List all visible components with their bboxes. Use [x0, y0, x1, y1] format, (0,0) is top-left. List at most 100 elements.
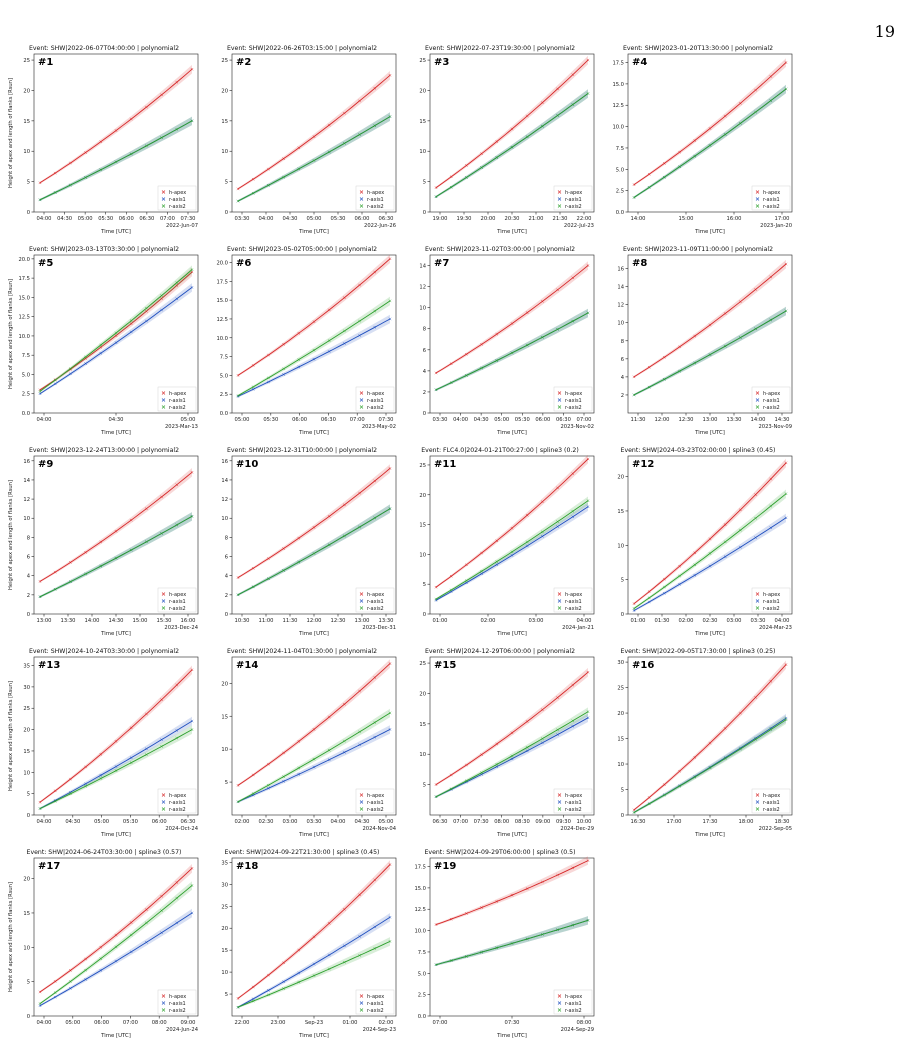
legend-entry: r-axis2	[169, 204, 186, 210]
x-tick-label: 02:00	[379, 1020, 394, 1026]
data-point	[510, 942, 514, 945]
data-point	[99, 168, 103, 172]
panel-title: Event: SHW|2023-12-31T10:00:00 | polynom…	[227, 447, 377, 454]
data-point	[525, 114, 529, 118]
legend-marker-r-axis2	[557, 204, 562, 208]
data-point	[251, 387, 255, 391]
x-tick-label: 06:30	[433, 819, 448, 825]
y-tick-label: 15	[23, 749, 30, 755]
confidence-band-r-axis2	[238, 296, 390, 397]
y-axis-label: Height of apex and length of flanks [Rsu…	[8, 279, 14, 389]
data-point	[449, 787, 453, 791]
data-point	[129, 322, 133, 326]
confidence-band-r-axis2	[238, 112, 390, 203]
data-point	[84, 151, 87, 154]
data-point	[129, 319, 133, 323]
x-tick-label: 16:00	[727, 216, 742, 222]
legend-marker-h-apex	[161, 994, 166, 998]
confidence-band-r-axis1	[634, 713, 786, 814]
data-point	[632, 607, 636, 610]
data-point	[465, 579, 468, 583]
x-tick-label: 04:00	[259, 216, 274, 222]
plot-frame	[33, 656, 199, 816]
legend-marker-r-axis2	[161, 1008, 166, 1012]
data-point	[53, 382, 57, 386]
legend-entry: r-axis1	[763, 398, 780, 404]
x-tick-label: 07:30	[505, 1020, 520, 1026]
confidence-band-r-axis1	[238, 913, 390, 1009]
x-tick-label: 12:00	[655, 417, 670, 423]
data-point	[297, 358, 301, 361]
confidence-band-r-axis1	[238, 725, 390, 803]
data-point	[38, 1002, 42, 1006]
legend-entry: r-axis1	[763, 800, 780, 806]
data-point	[343, 111, 346, 115]
data-point	[541, 534, 544, 538]
x-tick-label: 06:30	[181, 819, 196, 825]
data-point	[114, 765, 118, 768]
x-tick-label: 07:00	[453, 819, 468, 825]
data-point	[99, 773, 103, 777]
legend-marker-r-axis1	[359, 197, 364, 201]
data-point	[312, 974, 316, 977]
date-label: 2022-Jul-23	[564, 223, 594, 229]
x-tick-label: 21:00	[529, 216, 544, 222]
data-point	[525, 887, 529, 891]
markers-r-axis2	[236, 507, 392, 597]
x-tick-label: 07:00	[433, 1020, 448, 1026]
data-point	[129, 152, 133, 156]
legend-entry: r-axis1	[565, 398, 582, 404]
x-tick-label: 04:30	[474, 417, 489, 423]
data-point	[784, 87, 788, 91]
data-point	[282, 342, 285, 346]
data-point	[69, 183, 72, 187]
y-tick-label: 25	[23, 58, 30, 64]
legend-marker-r-axis1	[359, 800, 364, 804]
confidence-band-h-apex	[238, 659, 390, 787]
data-point	[327, 715, 331, 719]
data-point	[556, 486, 559, 490]
data-point	[571, 319, 575, 323]
confidence-band-r-axis1	[40, 908, 192, 1007]
legend-entry: r-axis1	[169, 599, 186, 605]
data-point	[343, 329, 346, 333]
legend-entry: h-apex	[763, 793, 780, 799]
data-point	[84, 968, 87, 972]
date-label: 2024-Dec-29	[560, 826, 594, 832]
legend-entry: r-axis1	[763, 197, 780, 203]
y-tick-label: 0	[423, 411, 426, 417]
data-point	[236, 800, 240, 804]
y-tick-label: 17.5	[414, 865, 426, 871]
legend-marker-h-apex	[161, 592, 166, 596]
legend-marker-r-axis2	[557, 1008, 562, 1012]
y-tick-label: 15.0	[414, 886, 426, 892]
legend-marker-r-axis2	[161, 405, 166, 409]
confidence-band-r-axis1	[238, 314, 390, 398]
legend-marker-r-axis1	[161, 599, 166, 603]
markers-r-axis2	[632, 309, 788, 397]
data-point	[571, 515, 575, 519]
legend-entry: r-axis1	[565, 197, 582, 203]
data-point	[175, 483, 179, 487]
y-tick-label: 10	[419, 552, 426, 558]
data-point	[251, 191, 255, 195]
data-point	[327, 350, 331, 353]
data-point	[525, 720, 529, 723]
legend-entry: r-axis1	[367, 1001, 384, 1007]
data-point	[480, 551, 483, 555]
confidence-band-h-apex	[436, 55, 588, 189]
data-point	[114, 160, 118, 164]
data-point	[708, 564, 712, 568]
data-point	[556, 728, 559, 732]
y-tick-label: 20	[23, 877, 30, 883]
legend-marker-r-axis2	[161, 204, 166, 208]
data-point	[343, 750, 346, 754]
y-tick-label: 17.5	[612, 61, 624, 67]
data-point	[175, 896, 179, 900]
y-tick-label: 20.0	[18, 257, 30, 263]
data-point	[129, 518, 133, 522]
data-point	[129, 933, 133, 937]
data-point	[297, 536, 301, 540]
data-point	[388, 115, 392, 118]
data-point	[693, 154, 697, 158]
